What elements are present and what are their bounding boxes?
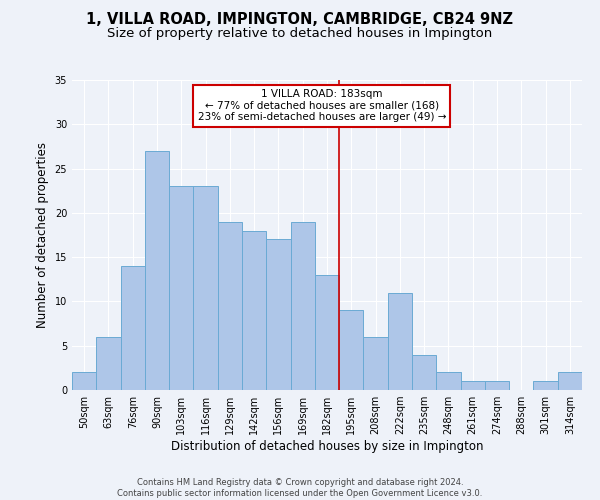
Bar [485, 381, 509, 390]
Bar [388, 292, 412, 390]
Bar [339, 310, 364, 390]
Bar [412, 354, 436, 390]
Bar [218, 222, 242, 390]
Bar [315, 275, 339, 390]
Bar [461, 381, 485, 390]
Bar [364, 337, 388, 390]
Bar [242, 230, 266, 390]
Bar [169, 186, 193, 390]
X-axis label: Distribution of detached houses by size in Impington: Distribution of detached houses by size … [171, 440, 483, 453]
Bar [290, 222, 315, 390]
Bar [72, 372, 96, 390]
Text: Contains HM Land Registry data © Crown copyright and database right 2024.
Contai: Contains HM Land Registry data © Crown c… [118, 478, 482, 498]
Y-axis label: Number of detached properties: Number of detached properties [36, 142, 49, 328]
Bar [558, 372, 582, 390]
Bar [145, 151, 169, 390]
Bar [533, 381, 558, 390]
Text: 1 VILLA ROAD: 183sqm
← 77% of detached houses are smaller (168)
23% of semi-deta: 1 VILLA ROAD: 183sqm ← 77% of detached h… [197, 90, 446, 122]
Bar [266, 240, 290, 390]
Text: 1, VILLA ROAD, IMPINGTON, CAMBRIDGE, CB24 9NZ: 1, VILLA ROAD, IMPINGTON, CAMBRIDGE, CB2… [86, 12, 514, 28]
Bar [96, 337, 121, 390]
Bar [436, 372, 461, 390]
Bar [193, 186, 218, 390]
Bar [121, 266, 145, 390]
Text: Size of property relative to detached houses in Impington: Size of property relative to detached ho… [107, 28, 493, 40]
